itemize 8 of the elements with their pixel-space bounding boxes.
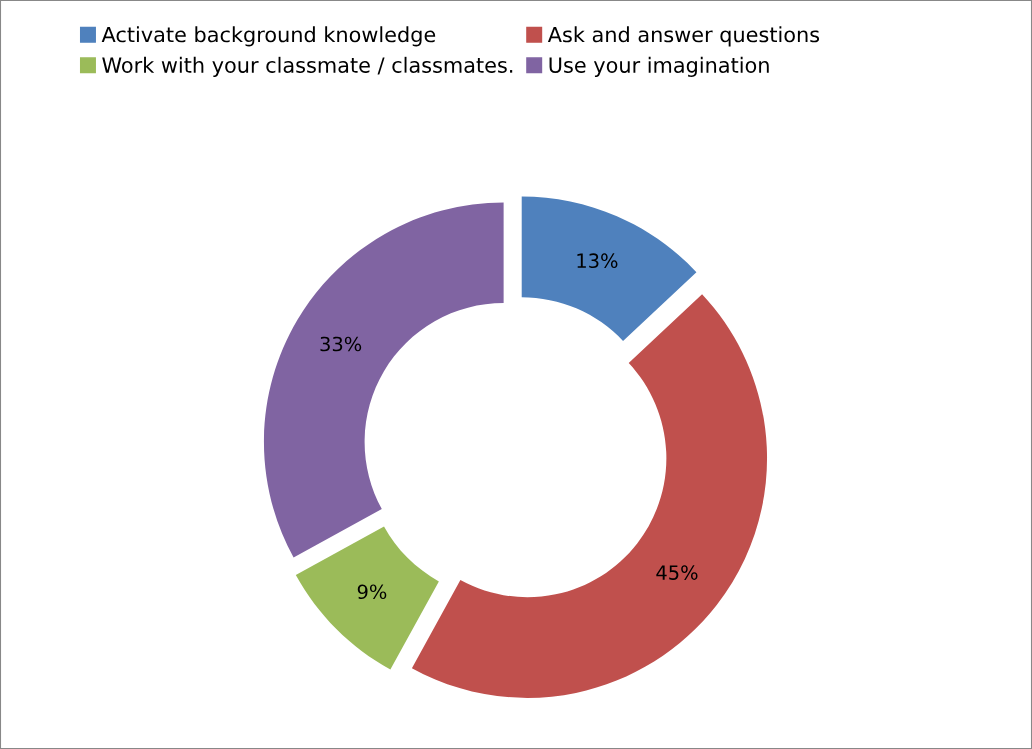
data-label: 45% <box>656 565 698 580</box>
legend-label: Use your imagination <box>549 56 769 77</box>
legend-label: Work with your classmate / classmates. <box>102 56 513 77</box>
legend-label: Activate background knowledge <box>101 26 436 47</box>
data-label: 33% <box>320 336 362 352</box>
data-label: 13% <box>577 253 618 269</box>
legend-label: Ask and answer questions <box>547 26 820 47</box>
data-label: 9% <box>357 584 387 600</box>
